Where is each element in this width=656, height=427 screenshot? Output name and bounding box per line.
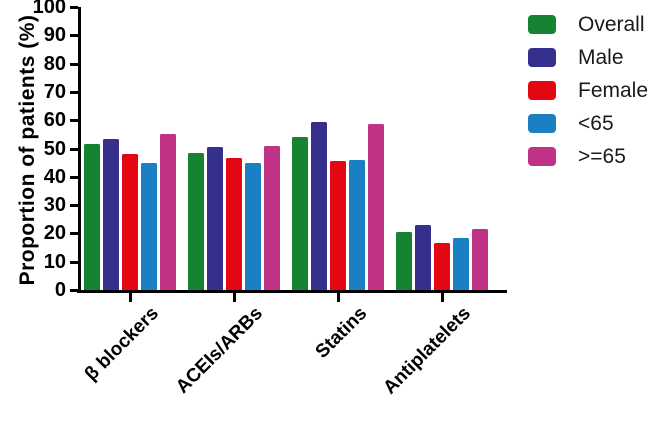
y-tick-mark: [70, 232, 78, 236]
legend-item: Overall: [528, 13, 648, 36]
legend-label: Female: [578, 79, 649, 102]
y-tick-mark: [70, 289, 78, 292]
bar: [311, 121, 327, 290]
x-tick-mark: [128, 293, 132, 302]
y-tick-label: 100: [32, 0, 66, 18]
y-tick-label: 60: [43, 109, 66, 132]
y-tick-label: 20: [43, 222, 66, 245]
legend-swatch: [528, 147, 556, 166]
x-category-label: β blockers: [80, 303, 163, 386]
y-tick-label: 40: [43, 165, 66, 188]
x-category-label: Statins: [311, 303, 371, 363]
legend-item: <65: [528, 112, 648, 135]
y-tick-label: 90: [43, 24, 66, 47]
legend-label: >=65: [578, 145, 626, 168]
x-category-label: Antiplatelets: [379, 303, 475, 399]
x-axis-line: [77, 290, 507, 293]
y-tick-mark: [70, 147, 78, 151]
y-tick-label: 0: [54, 279, 66, 301]
legend-label: <65: [578, 112, 614, 135]
bar: [396, 232, 412, 290]
bar: [188, 152, 204, 290]
y-tick-mark: [70, 6, 78, 9]
bar: [245, 162, 261, 290]
bar: [434, 243, 450, 290]
bar-group-2: [188, 7, 280, 290]
y-tick-mark: [70, 204, 78, 208]
bar: [122, 154, 138, 290]
bar: [349, 159, 365, 290]
legend-swatch: [528, 48, 556, 67]
legend: Overall Male Female <65 >=65: [528, 13, 649, 180]
bar: [141, 162, 157, 290]
legend-swatch: [528, 114, 556, 133]
x-tick-mark: [440, 293, 444, 302]
x-tick-mark: [232, 293, 236, 302]
legend-item: Male: [528, 46, 648, 69]
bar: [84, 144, 100, 290]
y-tick-label: 80: [43, 52, 66, 75]
x-tick-mark: [336, 293, 340, 302]
y-tick-mark: [70, 90, 78, 94]
bar: [453, 237, 469, 290]
bar: [415, 224, 431, 290]
bar: [330, 161, 346, 290]
bar: [207, 147, 223, 290]
bar-group-4: [396, 7, 488, 290]
bar: [103, 138, 119, 290]
y-tick-mark: [70, 260, 78, 264]
y-tick-label: 30: [43, 194, 66, 217]
legend-label: Male: [578, 46, 624, 69]
legend-item: Female: [528, 79, 649, 102]
y-tick-mark: [70, 62, 78, 66]
bar-group-3: [292, 7, 384, 290]
bar: [226, 158, 242, 290]
bar: [160, 134, 176, 290]
y-tick-mark: [70, 34, 78, 38]
y-tick-label: 10: [43, 250, 66, 273]
y-axis-line: [78, 7, 81, 293]
bar: [292, 137, 308, 290]
bar: [472, 229, 488, 290]
bar: [264, 145, 280, 290]
legend-swatch: [528, 81, 556, 100]
legend-swatch: [528, 15, 556, 34]
y-tick-mark: [70, 119, 78, 123]
y-tick-mark: [70, 175, 78, 179]
bar-group-1: [84, 7, 176, 290]
y-tick-label: 70: [43, 80, 66, 103]
legend-label: Overall: [578, 13, 645, 36]
y-tick-label: 50: [43, 137, 66, 160]
legend-item: >=65: [528, 145, 648, 168]
bar: [368, 124, 384, 290]
x-category-label: ACEIs/ARBs: [172, 303, 267, 398]
